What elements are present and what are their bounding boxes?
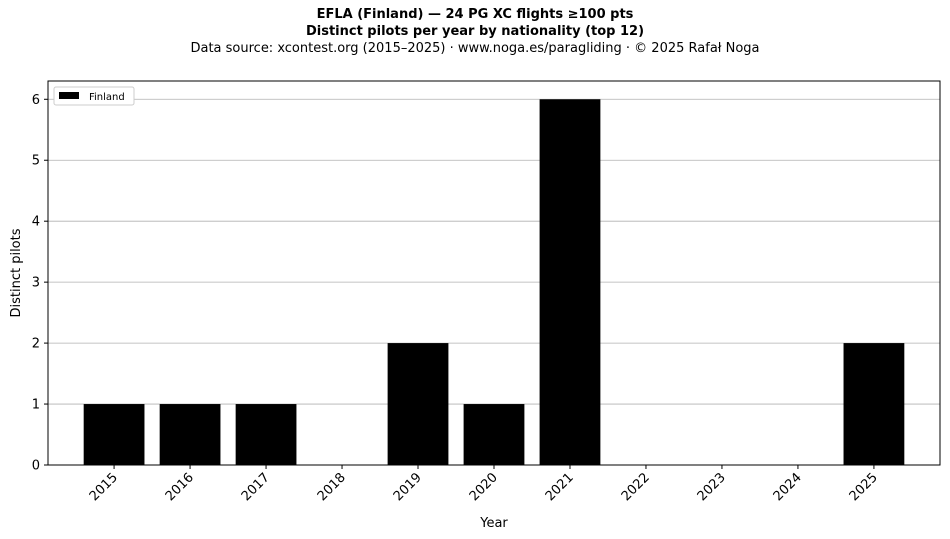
chart-titles: EFLA (Finland) — 24 PG XC flights ≥100 p… [0, 6, 950, 58]
y-tick-label: 3 [32, 276, 40, 291]
bar [843, 343, 905, 465]
x-tick-label: 2015 [87, 470, 121, 504]
bar [83, 404, 145, 465]
y-axis-label: Distinct pilots [9, 228, 24, 317]
x-tick-label: 2022 [619, 470, 653, 504]
x-axis-label: Year [479, 516, 508, 531]
legend: Finland [53, 86, 135, 106]
x-tick-label: 2019 [391, 470, 425, 504]
bar [539, 99, 601, 466]
bar [235, 404, 297, 465]
y-tick-label: 5 [32, 154, 40, 169]
legend-label: Finland [89, 92, 125, 103]
grid-lines [48, 98, 940, 405]
y-tick-label: 4 [32, 215, 40, 230]
y-tick-label: 2 [32, 337, 40, 352]
x-tick-label: 2025 [847, 470, 881, 504]
x-tick-label: 2021 [543, 470, 577, 504]
y-tick-label: 1 [32, 398, 40, 413]
legend-box [53, 86, 135, 106]
chart-title: EFLA (Finland) — 24 PG XC flights ≥100 p… [316, 7, 634, 22]
legend-swatch [59, 92, 79, 99]
bar [387, 343, 449, 465]
x-tick-label: 2023 [695, 470, 729, 504]
x-axis: 2015 2016 2017 2018 2019 2020 2021 2022 2023 2024… [87, 465, 881, 504]
bar [463, 404, 525, 465]
data-source-note: Data source: xcontest.org (2015–2025) · … [190, 41, 760, 56]
x-tick-label: 2016 [163, 470, 197, 504]
x-tick-label: 2020 [467, 470, 501, 504]
y-axis: 0 1 2 3 4 5 6 [32, 93, 48, 474]
y-tick-label: 6 [32, 93, 40, 108]
x-tick-label: 2018 [315, 470, 349, 504]
y-tick-label: 0 [32, 459, 40, 474]
bars [83, 99, 905, 466]
bar [159, 404, 221, 465]
chart-subtitle: Distinct pilots per year by nationality … [305, 24, 645, 39]
x-tick-label: 2024 [771, 470, 805, 504]
x-tick-label: 2017 [239, 470, 273, 504]
